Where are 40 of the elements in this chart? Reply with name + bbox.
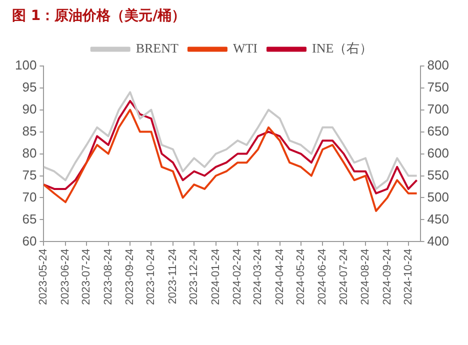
y-tick-label: 90 (22, 101, 37, 116)
y-tick-label: 75 (22, 167, 37, 182)
x-tick-label: 2024-10-24 (402, 248, 414, 306)
x-tick-label: 2023-12-24 (188, 248, 200, 306)
y-tick-label: 70 (22, 189, 37, 204)
x-tick-label: 2024-03-24 (252, 248, 264, 306)
x-tick-label: 2024-08-24 (360, 248, 372, 306)
y2-tick-label: 700 (427, 101, 450, 116)
y-tick-label: 80 (22, 145, 37, 160)
y-tick-label: 100 (14, 57, 37, 72)
x-tick-label: 2023-11-24 (167, 248, 180, 304)
y2-tick-label: 550 (427, 167, 450, 182)
x-tick-label: 2024-06-24 (316, 248, 329, 306)
legend-label: WTI (232, 40, 258, 56)
x-tick-label: 2024-07-24 (338, 248, 350, 306)
x-tick-label: 2023-10-24 (145, 248, 158, 306)
legend-label: INE（右） (312, 40, 373, 56)
y2-tick-label: 450 (427, 211, 450, 226)
x-tick-label: 2023-07-24 (80, 248, 93, 306)
x-tick-label: 2023-09-24 (124, 248, 136, 306)
y-tick-label: 65 (22, 211, 37, 226)
x-tick-label: 2024-04-24 (274, 248, 286, 306)
y2-tick-label: 600 (427, 145, 450, 160)
y-tick-label: 60 (22, 233, 37, 248)
y2-tick-label: 750 (427, 79, 450, 94)
x-tick-label: 2024-09-24 (381, 248, 394, 306)
y2-tick-label: 400 (427, 233, 450, 248)
x-tick-label: 2023-05-24 (38, 248, 50, 306)
legend-label: BRENT (136, 40, 179, 56)
x-tick-label: 2023-06-24 (60, 248, 72, 306)
chart-title: 图 1：原油价格（美元/桶） (12, 7, 186, 24)
y-tick-label: 95 (22, 79, 37, 94)
x-tick-label: 2023-08-24 (102, 248, 114, 306)
x-tick-label: 2024-02-24 (232, 248, 244, 306)
y2-tick-label: 500 (427, 189, 450, 204)
x-tick-label: 2024-01-24 (210, 248, 222, 306)
x-tick-label: 2024-05-24 (294, 248, 307, 306)
y-tick-label: 85 (22, 123, 37, 138)
y2-tick-label: 800 (427, 57, 450, 72)
y2-tick-label: 650 (427, 123, 450, 138)
